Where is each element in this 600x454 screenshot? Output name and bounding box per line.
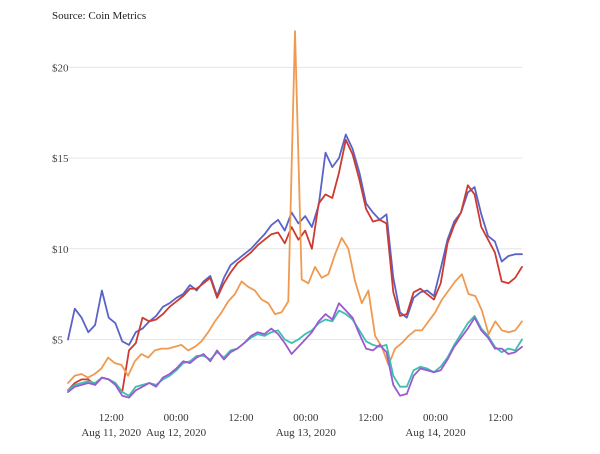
- gridlines: [68, 66, 522, 340]
- x-tick-date-5: Aug 14, 2020: [405, 427, 466, 439]
- x-tick-label-2: 12:00: [228, 412, 254, 424]
- x-tick-date-0: Aug 11, 2020: [81, 427, 141, 439]
- x-tick-label-0: 12:00: [99, 412, 125, 424]
- y-tick-label-3: $20: [52, 62, 69, 74]
- series-line-4: [67, 302, 523, 399]
- series-line-0: [67, 133, 523, 346]
- series-line-2: [67, 30, 523, 384]
- series-lines: [67, 30, 523, 399]
- y-tick-label-0: $5: [52, 335, 64, 347]
- x-tick-label-1: 00:00: [164, 412, 190, 424]
- x-tick-label-6: 12:00: [488, 412, 514, 424]
- x-tick-date-3: Aug 13, 2020: [276, 427, 337, 439]
- x-tick-label-5: 00:00: [423, 412, 449, 424]
- y-axis-ticks: $5 $10 $15 $20: [52, 62, 69, 346]
- series-line-1: [67, 138, 523, 394]
- x-tick-label-3: 00:00: [293, 412, 319, 424]
- x-tick-date-1: Aug 12, 2020: [146, 427, 207, 439]
- x-tick-label-4: 12:00: [358, 412, 384, 424]
- x-axis-ticks: 12:00 Aug 11, 2020 00:00 Aug 12, 2020 12:00 0…: [81, 412, 513, 439]
- series-line-3: [67, 309, 523, 397]
- y-tick-label-1: $10: [52, 244, 69, 256]
- y-tick-label-2: $15: [52, 153, 69, 165]
- source-note: Source: Coin Metrics: [52, 10, 147, 22]
